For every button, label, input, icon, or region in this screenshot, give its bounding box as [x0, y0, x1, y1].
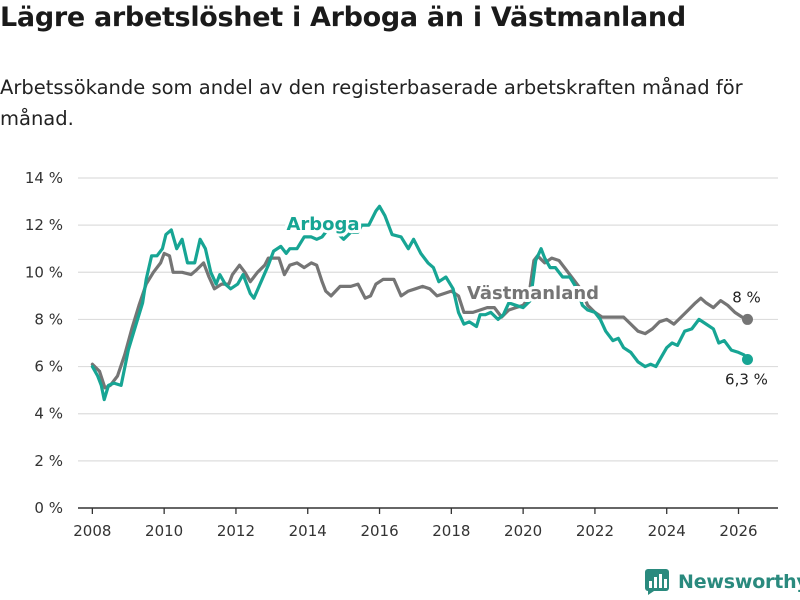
series-label-vastmanland: Västmanland — [467, 283, 599, 304]
y-tick-label: 14 % — [25, 169, 63, 187]
x-tick-label: 2024 — [648, 522, 686, 540]
y-tick-label: 0 % — [34, 499, 63, 517]
x-tick-label: 2014 — [289, 522, 327, 540]
chart-title: Lägre arbetslöshet i Arboga än i Västman… — [0, 2, 686, 33]
x-tick-label: 2018 — [432, 522, 470, 540]
x-tick-label: 2020 — [504, 522, 542, 540]
series-line-västmanland — [90, 251, 750, 390]
newsworthy-logo-icon — [645, 569, 669, 595]
series-label-arboga: Arboga — [286, 214, 359, 235]
end-label-arboga: 6,3 % — [725, 371, 768, 389]
newsworthy-logo: Newsworthy — [644, 569, 800, 595]
series-line-arboga — [90, 204, 750, 402]
y-tick-label: 6 % — [34, 358, 63, 376]
end-label-vastmanland: 8 % — [732, 288, 761, 306]
y-tick-label: 10 % — [25, 263, 63, 281]
x-tick-label: 2010 — [145, 522, 183, 540]
x-tick-label: 2026 — [719, 522, 757, 540]
x-tick-label: 2008 — [73, 522, 111, 540]
y-tick-label: 8 % — [34, 310, 63, 328]
gridlines — [78, 177, 778, 462]
series-labels: Arboga Västmanland 8 % 6,3 % — [283, 211, 769, 391]
x-tick-label: 2012 — [217, 522, 255, 540]
axes: 0 % 2 % 4 % 6 % 8 % 10 % 12 % 14 % 2008 2010 2012 2… — [25, 169, 778, 540]
y-tick-label: 12 % — [25, 216, 63, 234]
y-tick-label: 4 % — [34, 405, 63, 423]
series-lines — [90, 204, 753, 402]
series-end-point-västmanland — [741, 313, 753, 325]
series-end-point-arboga — [741, 354, 753, 365]
y-tick-label: 2 % — [34, 452, 63, 470]
x-tick-label: 2022 — [576, 522, 614, 540]
x-tick-label: 2016 — [360, 522, 398, 540]
chart-subtitle: Arbetssökande som andel av den registerb… — [0, 76, 743, 130]
brand-name: Newsworthy — [678, 571, 800, 593]
